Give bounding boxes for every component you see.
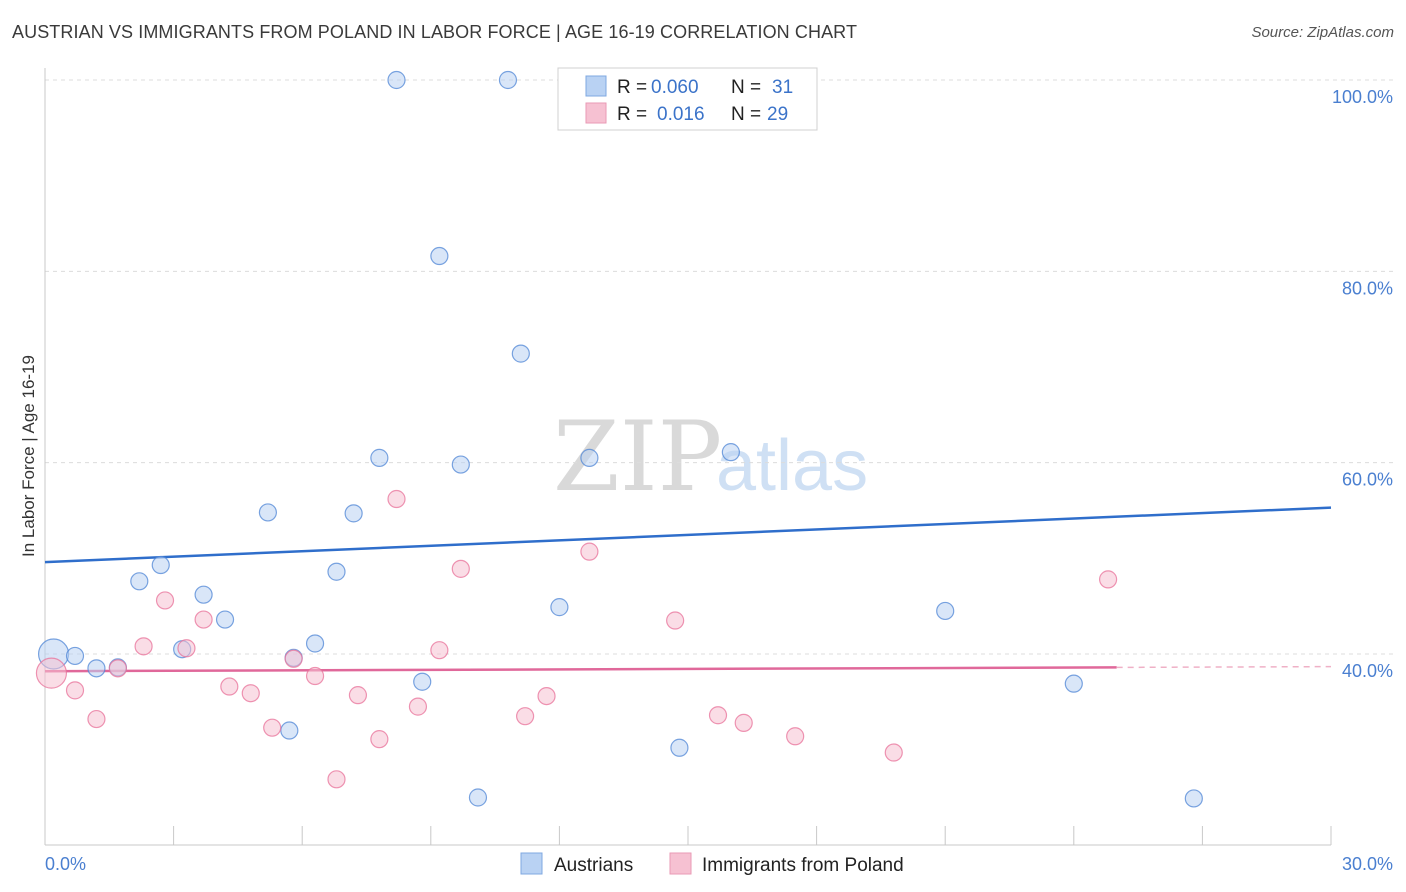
point-poland-15 bbox=[370, 730, 389, 749]
point-poland-26 bbox=[786, 727, 805, 746]
point-austrians-21 bbox=[498, 70, 518, 90]
y-tick-label-80: 80.0% bbox=[1342, 278, 1393, 298]
legend-swatch-blue bbox=[585, 75, 607, 97]
point-austrians-20 bbox=[468, 788, 488, 807]
point-austrians-25 bbox=[670, 738, 689, 757]
point-poland-21 bbox=[537, 686, 556, 706]
point-poland-17 bbox=[408, 697, 428, 716]
point-austrians-14 bbox=[344, 504, 363, 523]
source-label: Source: ZipAtlas.com bbox=[1251, 24, 1394, 41]
gridlines bbox=[45, 79, 1393, 655]
watermark-zip: ZIP bbox=[553, 401, 722, 513]
point-poland-10 bbox=[263, 718, 282, 737]
series-legend-austrians: Austrians bbox=[554, 855, 633, 876]
point-austrians-29 bbox=[1064, 674, 1083, 693]
y-tick-label-60: 60.0% bbox=[1342, 470, 1393, 490]
x-tick-label-max: 30.0% bbox=[1342, 854, 1393, 874]
data-points bbox=[35, 70, 1203, 808]
point-poland-5 bbox=[155, 591, 175, 610]
point-poland-27 bbox=[884, 743, 903, 762]
point-austrians-28 bbox=[936, 601, 955, 621]
series-legend-swatch-austrians bbox=[520, 852, 543, 875]
x-tick-label-min: 0.0% bbox=[45, 854, 86, 874]
point-austrians-15 bbox=[370, 448, 389, 467]
point-poland-14 bbox=[348, 686, 368, 705]
point-austrians-7 bbox=[194, 585, 213, 604]
point-austrians-18 bbox=[430, 246, 449, 266]
point-poland-9 bbox=[241, 684, 260, 703]
point-austrians-13 bbox=[327, 562, 346, 581]
point-austrians-10 bbox=[280, 721, 299, 740]
point-poland-20 bbox=[516, 707, 535, 726]
point-austrians-23 bbox=[550, 598, 569, 617]
point-austrians-19 bbox=[451, 455, 470, 474]
point-austrians-30 bbox=[1184, 789, 1203, 808]
legend-n-label-2: N = bbox=[731, 104, 761, 125]
y-axis-label: In Labor Force | Age 16-19 bbox=[19, 355, 38, 557]
trend-lines bbox=[44, 506, 1332, 673]
legend-r-value-2: 0.016 bbox=[657, 104, 705, 125]
stats-legend: R = 0.060 N = 31 R = 0.016 N = 29 bbox=[557, 67, 818, 131]
point-austrians-2 bbox=[87, 659, 106, 678]
point-austrians-4 bbox=[130, 572, 149, 591]
point-austrians-8 bbox=[215, 610, 235, 629]
trend-line-poland bbox=[44, 666, 1117, 673]
point-poland-23 bbox=[666, 611, 685, 630]
point-poland-18 bbox=[430, 641, 449, 660]
y-tick-labels: 40.0% 60.0% 80.0% 100.0% bbox=[1332, 87, 1393, 681]
point-austrians-26 bbox=[721, 443, 740, 462]
point-poland-0 bbox=[35, 657, 68, 689]
trend-line-austrians bbox=[44, 506, 1332, 564]
point-austrians-16 bbox=[387, 70, 406, 90]
trend-line-poland-extension bbox=[1116, 665, 1332, 669]
point-poland-19 bbox=[451, 559, 470, 578]
point-poland-4 bbox=[134, 637, 153, 656]
y-tick-label-40: 40.0% bbox=[1342, 661, 1393, 681]
point-poland-3 bbox=[108, 659, 127, 678]
point-poland-1 bbox=[65, 681, 85, 700]
point-poland-6 bbox=[177, 639, 196, 658]
series-legend-swatch-poland bbox=[669, 852, 692, 875]
point-austrians-17 bbox=[413, 672, 432, 691]
watermark-atlas: atlas bbox=[716, 426, 868, 506]
legend-n-label-1: N = bbox=[731, 77, 761, 98]
series-legend: Austrians Immigrants from Poland bbox=[520, 852, 904, 876]
series-legend-poland: Immigrants from Poland bbox=[702, 855, 904, 876]
legend-r-value-1: 0.060 bbox=[651, 77, 699, 98]
point-austrians-24 bbox=[580, 448, 599, 467]
point-poland-11 bbox=[284, 649, 303, 668]
point-poland-16 bbox=[387, 489, 406, 509]
legend-r-label-2: R = bbox=[617, 104, 647, 125]
y-tick-label-100: 100.0% bbox=[1332, 87, 1393, 107]
legend-swatch-pink bbox=[585, 102, 607, 124]
legend-n-value-2: 29 bbox=[767, 104, 788, 125]
point-poland-22 bbox=[580, 542, 599, 561]
point-poland-28 bbox=[1098, 570, 1118, 589]
point-austrians-22 bbox=[511, 344, 530, 363]
point-austrians-5 bbox=[151, 555, 170, 575]
point-poland-25 bbox=[734, 713, 753, 732]
point-austrians-12 bbox=[305, 634, 325, 653]
point-austrians-1 bbox=[65, 646, 85, 666]
point-austrians-9 bbox=[258, 503, 278, 522]
point-poland-8 bbox=[220, 677, 239, 696]
point-poland-2 bbox=[87, 709, 106, 729]
x-tick-marks bbox=[44, 826, 1332, 845]
point-poland-13 bbox=[327, 770, 346, 789]
point-poland-12 bbox=[305, 666, 325, 686]
chart-title: AUSTRIAN VS IMMIGRANTS FROM POLAND IN LA… bbox=[12, 22, 858, 42]
point-poland-7 bbox=[194, 610, 213, 629]
legend-r-label-1: R = bbox=[617, 77, 647, 98]
legend-n-value-1: 31 bbox=[772, 77, 793, 98]
point-poland-24 bbox=[708, 706, 728, 725]
